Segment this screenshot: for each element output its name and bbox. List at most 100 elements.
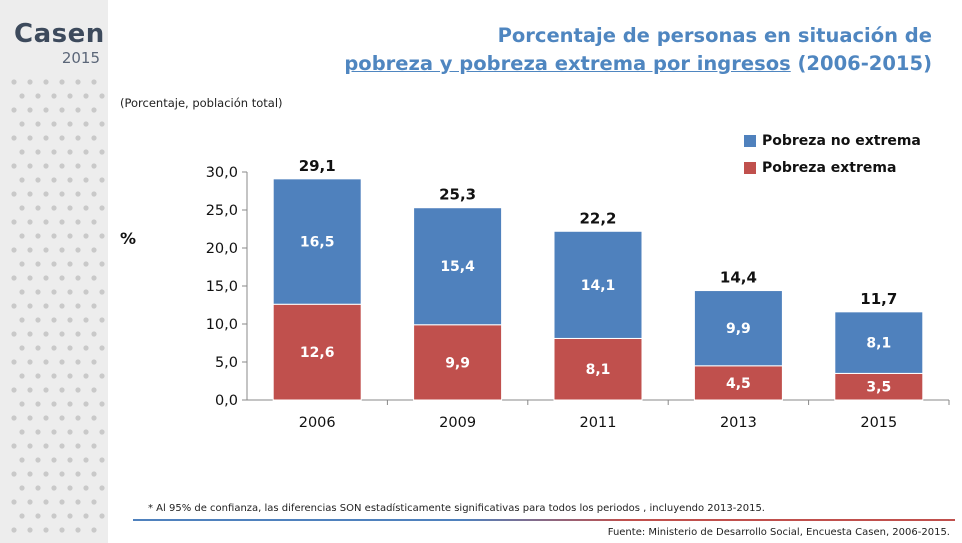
data-label-no-extrema: 9,9 bbox=[726, 321, 751, 337]
data-label-extrema: 3,5 bbox=[866, 380, 891, 396]
dot bbox=[91, 471, 97, 477]
bar-no-extrema bbox=[553, 230, 643, 339]
dot bbox=[35, 457, 41, 463]
dot bbox=[11, 415, 17, 421]
dot bbox=[43, 387, 49, 393]
y-tick-label: 0,0 bbox=[215, 393, 238, 409]
dot bbox=[99, 149, 105, 155]
dot bbox=[83, 345, 89, 351]
dot bbox=[35, 93, 41, 99]
dot bbox=[11, 443, 17, 449]
dot bbox=[35, 149, 41, 155]
bar-extrema bbox=[413, 324, 503, 401]
dot bbox=[91, 499, 97, 505]
dot bbox=[43, 79, 49, 85]
dot bbox=[91, 275, 97, 281]
dot bbox=[11, 135, 17, 141]
dot bbox=[51, 149, 57, 155]
dot bbox=[99, 373, 105, 379]
dot bbox=[75, 135, 81, 141]
dot bbox=[27, 163, 33, 169]
legend-label-extrema: Pobreza extrema bbox=[762, 159, 897, 176]
dot bbox=[75, 219, 81, 225]
x-tick-label: 2009 bbox=[439, 415, 476, 431]
dot bbox=[75, 359, 81, 365]
dot bbox=[91, 79, 97, 85]
dot bbox=[99, 345, 105, 351]
dot bbox=[75, 471, 81, 477]
sidebar-panel: Casen 2015 bbox=[0, 0, 108, 543]
x-tick-label: 2011 bbox=[580, 415, 617, 431]
dot bbox=[83, 401, 89, 407]
y-tick-label: 5,0 bbox=[215, 355, 238, 371]
dot bbox=[11, 219, 17, 225]
dot bbox=[75, 387, 81, 393]
dot bbox=[67, 317, 73, 323]
dot bbox=[83, 429, 89, 435]
dot bbox=[19, 485, 25, 491]
y-tick-label: 20,0 bbox=[206, 241, 238, 257]
dot bbox=[35, 401, 41, 407]
dot bbox=[27, 219, 33, 225]
dot bbox=[11, 387, 17, 393]
dot bbox=[91, 303, 97, 309]
dot bbox=[99, 177, 105, 183]
dot bbox=[75, 79, 81, 85]
dot bbox=[99, 513, 105, 519]
dot bbox=[43, 359, 49, 365]
dot bbox=[43, 163, 49, 169]
dot bbox=[51, 485, 57, 491]
dot bbox=[99, 93, 105, 99]
dot bbox=[51, 373, 57, 379]
dot bbox=[43, 247, 49, 253]
dot bbox=[75, 527, 81, 533]
dot bbox=[19, 401, 25, 407]
data-label-extrema: 9,9 bbox=[445, 355, 470, 371]
dot bbox=[67, 149, 73, 155]
dot bbox=[11, 527, 17, 533]
dot bbox=[91, 527, 97, 533]
dot bbox=[19, 149, 25, 155]
brand-logo: Casen 2015 bbox=[14, 20, 104, 67]
dot bbox=[67, 485, 73, 491]
dot bbox=[59, 471, 65, 477]
data-label-no-extrema: 8,1 bbox=[866, 336, 891, 352]
bar-no-extrema bbox=[834, 311, 924, 374]
dot bbox=[59, 415, 65, 421]
dot bbox=[43, 135, 49, 141]
dot bbox=[99, 429, 105, 435]
legend-item-extrema: Pobreza extrema bbox=[744, 154, 921, 181]
dot bbox=[11, 471, 17, 477]
bar-no-extrema bbox=[413, 207, 503, 326]
dot bbox=[99, 485, 105, 491]
dot bbox=[67, 401, 73, 407]
dot bbox=[35, 485, 41, 491]
dot bbox=[99, 121, 105, 127]
dot bbox=[59, 331, 65, 337]
dot bbox=[91, 331, 97, 337]
dot bbox=[27, 527, 33, 533]
y-tick-label: 10,0 bbox=[206, 317, 238, 333]
y-tick-label: 30,0 bbox=[206, 165, 238, 181]
dot bbox=[19, 121, 25, 127]
dot bbox=[59, 135, 65, 141]
data-label-total: 22,2 bbox=[579, 209, 616, 227]
dot bbox=[91, 247, 97, 253]
dot bbox=[83, 373, 89, 379]
dot bbox=[27, 191, 33, 197]
chart-legend: Pobreza no extrema Pobreza extrema bbox=[744, 127, 921, 181]
title-line-1: Porcentaje de personas en situación de bbox=[497, 24, 932, 47]
dot bbox=[67, 261, 73, 267]
dot bbox=[35, 177, 41, 183]
dot bbox=[59, 247, 65, 253]
dot bbox=[19, 289, 25, 295]
dot bbox=[19, 457, 25, 463]
dot bbox=[67, 345, 73, 351]
dot bbox=[51, 205, 57, 211]
bar-no-extrema bbox=[693, 290, 783, 367]
dot bbox=[67, 205, 73, 211]
dot bbox=[91, 359, 97, 365]
dot bbox=[91, 163, 97, 169]
dot bbox=[51, 345, 57, 351]
dot bbox=[99, 205, 105, 211]
